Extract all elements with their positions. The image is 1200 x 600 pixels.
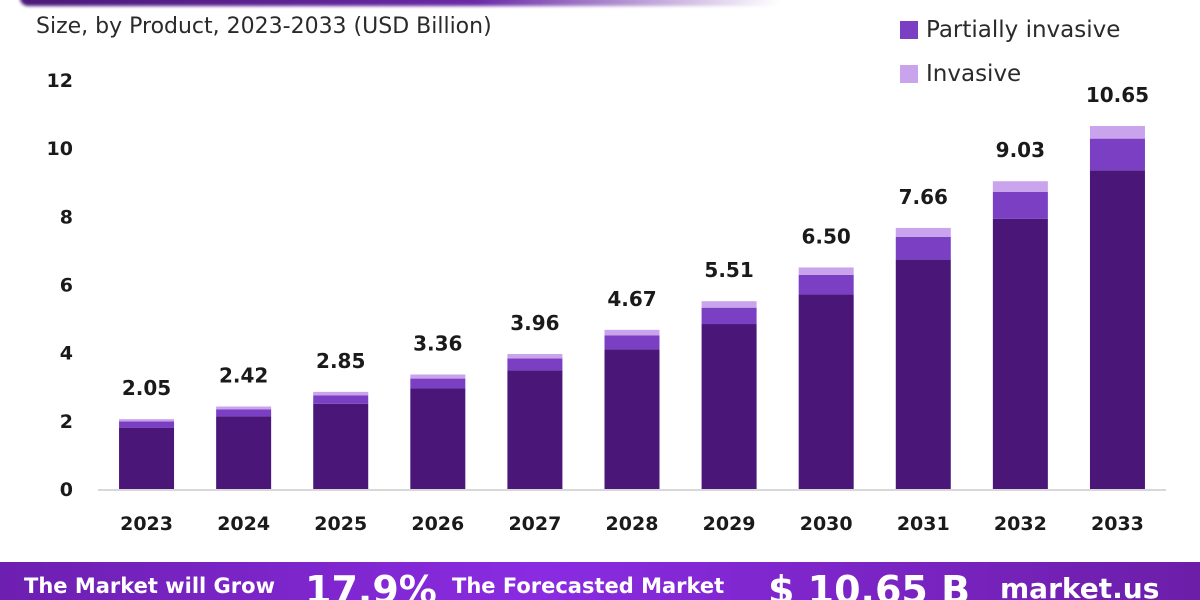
bar-segment-base [410, 388, 466, 489]
bar-segment-invasive [119, 419, 175, 422]
bar-segment-partially-invasive [410, 378, 466, 389]
bar-segment-base [313, 403, 369, 489]
x-tick-label: 2029 [703, 513, 756, 535]
bar-segment-partially-invasive [507, 358, 563, 371]
bar-total-label: 7.66 [899, 185, 948, 209]
bar-segment-partially-invasive [701, 307, 757, 325]
bar-total-label: 3.96 [510, 311, 559, 335]
x-tick-label: 2033 [1091, 513, 1144, 535]
bar-segment-partially-invasive [1089, 138, 1145, 171]
x-tick-label: 2030 [800, 513, 853, 535]
y-tick-label: 8 [60, 206, 73, 228]
bar-segment-partially-invasive [604, 335, 660, 350]
bar-segment-invasive [507, 354, 563, 359]
bar-segment-partially-invasive [119, 421, 175, 428]
x-tick-label: 2027 [508, 513, 561, 535]
x-tick-label: 2031 [897, 513, 950, 535]
x-tick-label: 2024 [217, 513, 270, 535]
x-tick-label: 2025 [314, 513, 367, 535]
x-tick-label: 2023 [120, 513, 173, 535]
y-tick-label: 2 [60, 411, 73, 433]
bar-segment-partially-invasive [895, 236, 951, 260]
legend-swatch-invasive [900, 65, 918, 83]
y-tick-label: 0 [60, 479, 73, 501]
legend: Partially invasive Invasive [900, 8, 1120, 96]
bar-total-label: 4.67 [607, 287, 656, 311]
legend-item-partially-invasive: Partially invasive [900, 8, 1120, 52]
bar-segment-base [604, 349, 660, 489]
bar-total-label: 2.05 [122, 376, 171, 400]
y-tick-label: 6 [60, 275, 73, 297]
bar-segment-base [798, 294, 854, 489]
bar-segment-base [701, 324, 757, 489]
bar-segment-invasive [701, 301, 757, 308]
bar-segment-partially-invasive [313, 395, 369, 404]
bar-segment-partially-invasive [216, 409, 272, 417]
bar-total-label: 2.85 [316, 349, 365, 373]
chart-subtitle: Size, by Product, 2023-2033 (USD Billion… [36, 14, 492, 39]
bar-segment-partially-invasive [798, 274, 854, 295]
title-banner-strip [20, 0, 780, 6]
banner-forecast-value: $ 10.65 B [768, 568, 971, 600]
banner-cagr-value: 17.9% [305, 568, 437, 600]
bar-segment-base [1089, 170, 1145, 489]
x-tick-label: 2032 [994, 513, 1047, 535]
bar-total-label: 6.50 [802, 224, 851, 248]
bar-segment-invasive [216, 406, 272, 410]
legend-item-invasive: Invasive [900, 52, 1120, 96]
bar-segment-base [992, 218, 1048, 489]
bar-segment-base [216, 416, 272, 489]
bar-segment-base [507, 370, 563, 489]
bar-segment-invasive [410, 374, 466, 379]
banner-grow-text: The Market will Grow [24, 574, 275, 598]
x-tick-label: 2026 [411, 513, 464, 535]
bar-segment-partially-invasive [992, 191, 1048, 219]
y-tick-label: 10 [47, 138, 73, 160]
legend-label-invasive: Invasive [926, 61, 1022, 87]
legend-swatch-partially-invasive [900, 21, 918, 39]
bar-segment-invasive [798, 267, 854, 275]
bar-segment-invasive [992, 181, 1048, 192]
banner-forecast-text: The Forecasted Market [452, 574, 725, 598]
bar-total-label: 3.36 [413, 331, 462, 355]
footer-banner: The Market will Grow 17.9% The Forecaste… [0, 562, 1200, 600]
legend-label-partially-invasive: Partially invasive [926, 17, 1121, 43]
bar-total-label: 2.42 [219, 364, 268, 388]
bar-segment-base [119, 427, 175, 489]
y-tick-label: 12 [47, 70, 73, 92]
bar-chart: 0 2 4 6 8 10 12 2.05 2023 2.42 2024 2.85 2025 3.36 202… [47, 70, 1166, 535]
bar-total-label: 10.65 [1086, 83, 1149, 107]
bar-segment-invasive [604, 329, 660, 336]
y-tick-label: 4 [60, 343, 73, 365]
bar-segment-invasive [1089, 126, 1145, 139]
bar-segment-base [895, 259, 951, 489]
x-tick-label: 2028 [606, 513, 659, 535]
bar-segment-invasive [895, 227, 951, 237]
bar-total-label: 9.03 [996, 138, 1045, 162]
banner-brand-logo: market.us [1000, 572, 1160, 600]
bar-total-label: 5.51 [704, 258, 753, 282]
bar-segment-invasive [313, 391, 369, 396]
